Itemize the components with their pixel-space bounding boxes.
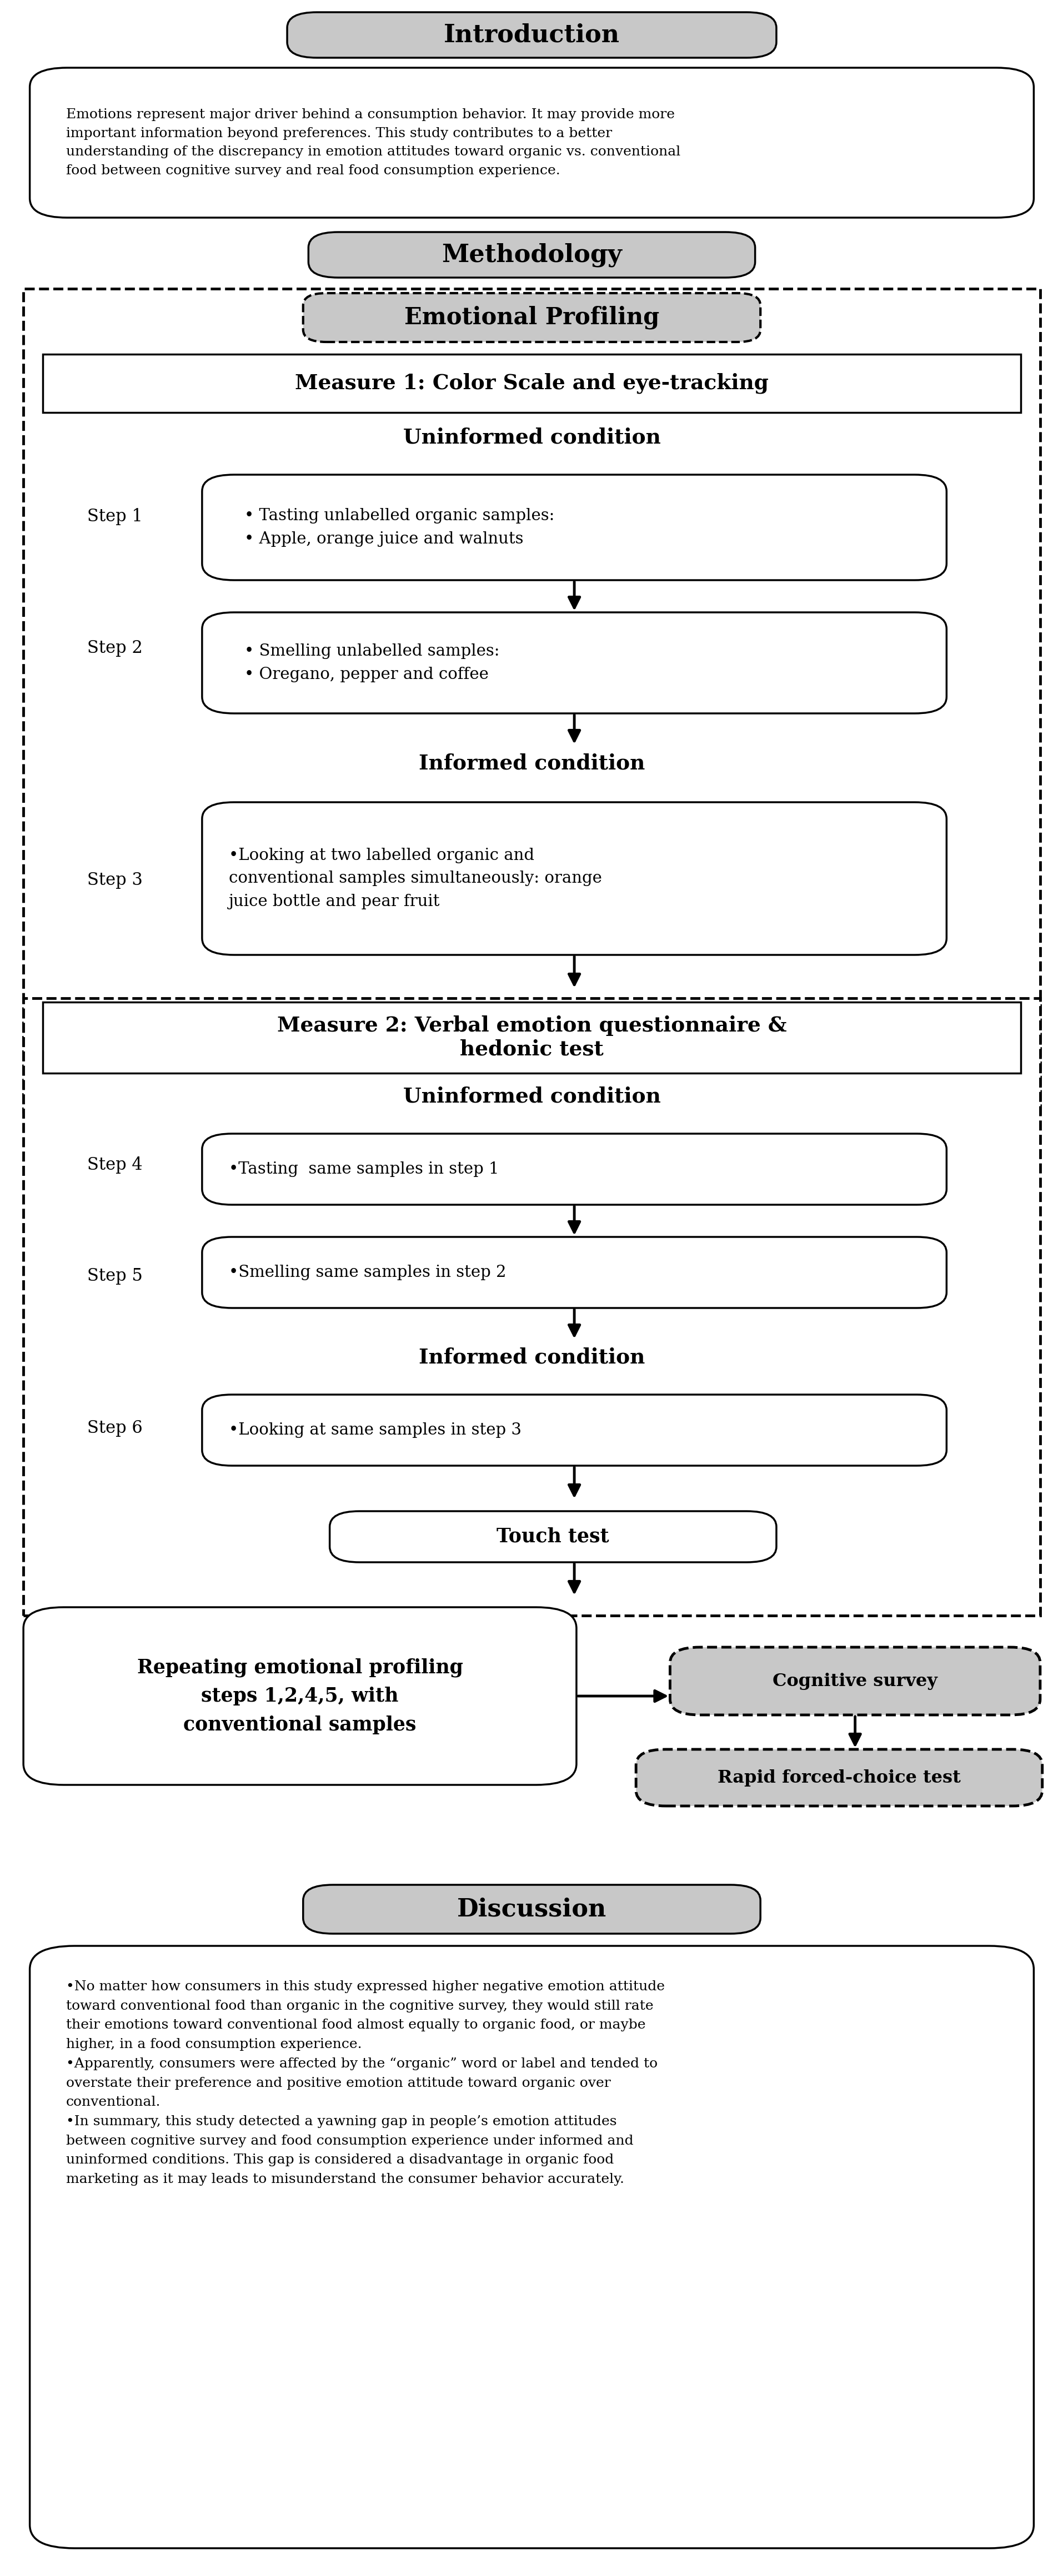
Text: Discussion: Discussion [457, 1899, 606, 1922]
Text: Step 1: Step 1 [87, 507, 142, 526]
Text: Repeating emotional profiling
steps 1,2,4,5, with
conventional samples: Repeating emotional profiling steps 1,2,… [137, 1659, 462, 1734]
Text: Informed condition: Informed condition [419, 752, 644, 773]
FancyBboxPatch shape [30, 1945, 1033, 2548]
Text: Step 3: Step 3 [87, 871, 142, 889]
FancyBboxPatch shape [202, 801, 946, 956]
FancyBboxPatch shape [670, 1646, 1040, 1716]
FancyBboxPatch shape [202, 474, 946, 580]
FancyBboxPatch shape [330, 1512, 776, 1561]
Text: Emotional Profiling: Emotional Profiling [404, 307, 659, 330]
Text: Uninformed condition: Uninformed condition [403, 1087, 660, 1108]
Text: • Smelling unlabelled samples:
• Oregano, pepper and coffee: • Smelling unlabelled samples: • Oregano… [244, 644, 500, 683]
FancyBboxPatch shape [308, 232, 755, 278]
FancyBboxPatch shape [636, 1749, 1042, 1806]
Bar [23, 289, 1040, 1113]
Text: Cognitive survey: Cognitive survey [772, 1672, 938, 1690]
Bar [23, 999, 1040, 1615]
Text: •Tasting  same samples in step 1: •Tasting same samples in step 1 [229, 1162, 499, 1177]
FancyBboxPatch shape [202, 1236, 946, 1309]
FancyBboxPatch shape [303, 294, 760, 343]
Bar [43, 1002, 1020, 1074]
Text: Step 4: Step 4 [87, 1157, 142, 1172]
Text: Measure 1: Color Scale and eye-tracking: Measure 1: Color Scale and eye-tracking [294, 374, 769, 394]
Text: Step 2: Step 2 [87, 639, 142, 657]
Text: •No matter how consumers in this study expressed higher negative emotion attitud: •No matter how consumers in this study e… [66, 1981, 664, 2184]
Text: Measure 2: Verbal emotion questionnaire &
hedonic test: Measure 2: Verbal emotion questionnaire … [276, 1015, 787, 1059]
Text: •Looking at same samples in step 3: •Looking at same samples in step 3 [229, 1422, 521, 1437]
FancyBboxPatch shape [23, 1607, 576, 1785]
Text: Emotions represent major driver behind a consumption behavior. It may provide mo: Emotions represent major driver behind a… [66, 108, 680, 178]
Text: Informed condition: Informed condition [419, 1347, 644, 1368]
Text: Step 5: Step 5 [87, 1267, 142, 1285]
Text: Uninformed condition: Uninformed condition [403, 428, 660, 448]
Text: Step 6: Step 6 [87, 1419, 142, 1437]
FancyBboxPatch shape [202, 613, 946, 714]
Text: Rapid forced-choice test: Rapid forced-choice test [718, 1770, 960, 1785]
Bar [43, 355, 1020, 412]
Text: Introduction: Introduction [443, 23, 620, 46]
FancyBboxPatch shape [202, 1394, 946, 1466]
Text: • Tasting unlabelled organic samples:
• Apple, orange juice and walnuts: • Tasting unlabelled organic samples: • … [244, 507, 555, 546]
Text: •Looking at two labelled organic and
conventional samples simultaneously: orange: •Looking at two labelled organic and con… [229, 848, 602, 909]
FancyBboxPatch shape [30, 67, 1033, 216]
FancyBboxPatch shape [202, 1133, 946, 1206]
Text: •Smelling same samples in step 2: •Smelling same samples in step 2 [229, 1265, 506, 1280]
Text: Touch test: Touch test [496, 1528, 609, 1546]
FancyBboxPatch shape [303, 1886, 760, 1935]
Text: Methodology: Methodology [441, 242, 622, 268]
FancyBboxPatch shape [287, 13, 776, 57]
